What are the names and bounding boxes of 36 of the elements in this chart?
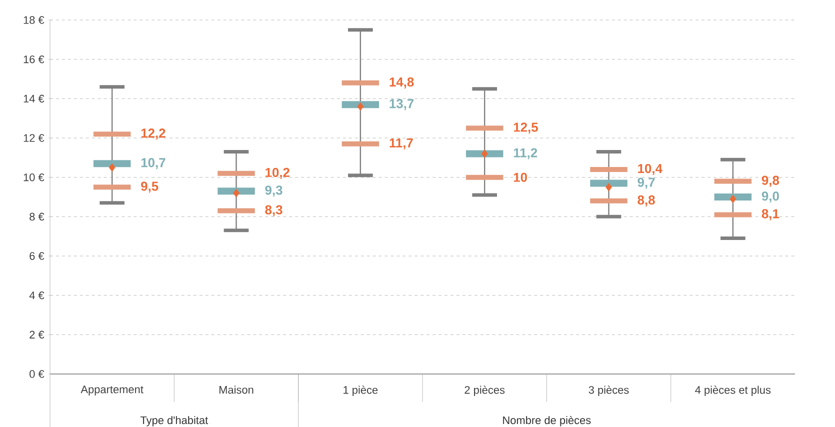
annotation: 9,5 bbox=[141, 182, 158, 193]
annotation: 10 bbox=[514, 172, 527, 182]
text: Nombre de pièces bbox=[503, 416, 591, 426]
y-tick-label: 6 € bbox=[30, 252, 44, 260]
x-tick-label: Maison bbox=[219, 386, 254, 394]
x-tick-label: 2 pièces bbox=[464, 386, 505, 396]
x-tick-label: Appartement bbox=[80, 386, 144, 396]
annotation: 8,3 bbox=[265, 205, 282, 216]
y-tick-label: 4 € bbox=[29, 291, 44, 300]
annotation: 8,1 bbox=[762, 209, 780, 220]
annotation: 9,3 bbox=[265, 186, 282, 197]
annotation: 10,7 bbox=[141, 158, 166, 170]
x-tick-label: 4 pièces et plus bbox=[695, 386, 771, 396]
annotation: 9,8 bbox=[762, 176, 780, 187]
y-tick-label: 16 € bbox=[24, 55, 44, 64]
y-tick-label: 8 € bbox=[30, 212, 44, 221]
text: Type d'habitat bbox=[140, 416, 208, 426]
annotation: 9,0 bbox=[762, 191, 779, 203]
annotation: 12,2 bbox=[141, 128, 166, 140]
x-tick-label: 1 pièce bbox=[344, 386, 378, 396]
y-tick-label: 12 € bbox=[24, 134, 44, 142]
annotation: 11,2 bbox=[514, 148, 538, 160]
annotation: 13,7 bbox=[390, 99, 414, 110]
annotation: 12,5 bbox=[514, 122, 538, 134]
y-tick-label: 18 € bbox=[24, 16, 44, 24]
x-tick-label: 3 pièces bbox=[588, 386, 629, 396]
annotation: 9,7 bbox=[638, 178, 655, 189]
y-tick-label: 10 € bbox=[24, 173, 44, 182]
y-tick-label: 2 € bbox=[30, 330, 44, 339]
annotation: 11,7 bbox=[390, 138, 413, 150]
annotation: 10,4 bbox=[638, 164, 662, 175]
annotation: 10,2 bbox=[266, 168, 290, 179]
y-tick-label: 0 € bbox=[30, 370, 44, 378]
annotation: 8,8 bbox=[638, 195, 655, 206]
annotation: 14,8 bbox=[390, 77, 414, 88]
y-tick-label: 14 € bbox=[24, 94, 44, 103]
